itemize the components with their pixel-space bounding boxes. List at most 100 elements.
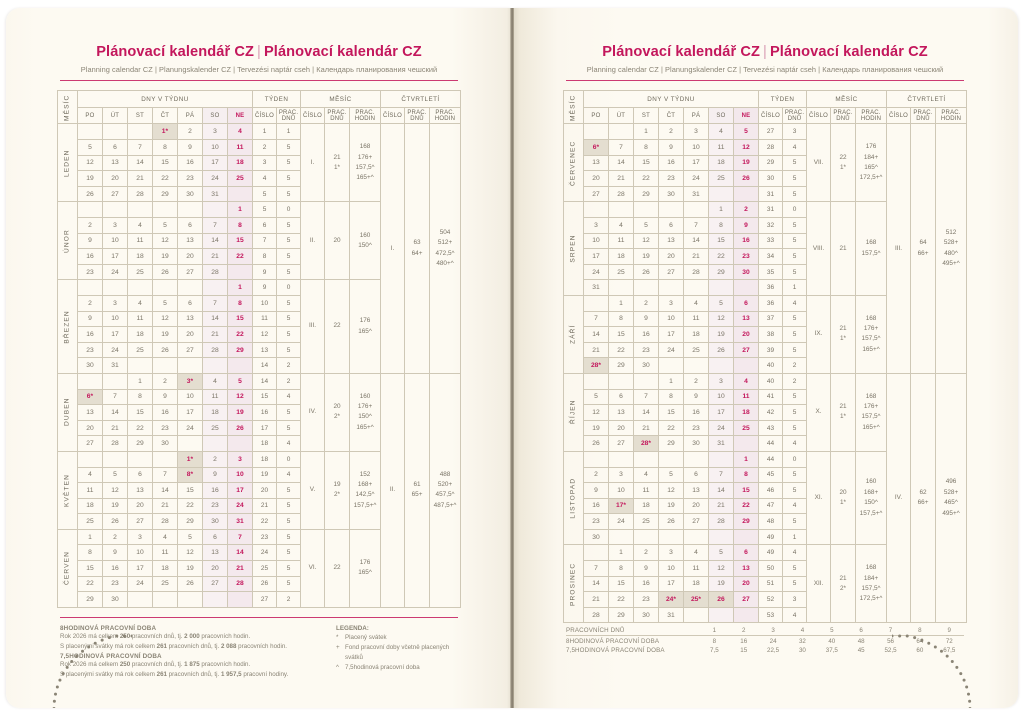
day-cell[interactable]: 13	[76, 404, 103, 421]
day-cell[interactable]: 8	[226, 217, 254, 234]
day-cell[interactable]: 6	[682, 466, 709, 484]
day-cell[interactable]: 20	[76, 419, 103, 437]
day-cell[interactable]: 27	[126, 513, 153, 530]
day-cell[interactable]: 5	[101, 466, 128, 484]
day-cell[interactable]: 26	[582, 435, 609, 452]
day-cell[interactable]: 8	[657, 388, 684, 406]
day-cell[interactable]: 24	[707, 419, 734, 437]
day-cell[interactable]: 15	[176, 482, 203, 499]
day-cell[interactable]: 27	[176, 341, 203, 359]
day-cell[interactable]: 2	[682, 372, 709, 390]
day-cell[interactable]: 22	[151, 170, 178, 187]
day-cell[interactable]: 1	[76, 528, 103, 546]
day-cell[interactable]: 1*	[176, 450, 203, 468]
day-cell[interactable]: 17	[101, 326, 128, 343]
day-cell[interactable]: 20	[732, 575, 760, 593]
day-cell[interactable]: 1	[226, 279, 254, 296]
day-cell[interactable]: 5	[176, 528, 203, 546]
day-cell[interactable]: 7	[682, 217, 709, 234]
day-cell[interactable]: 28*	[582, 357, 609, 374]
day-cell[interactable]: 13	[176, 310, 203, 328]
day-cell[interactable]: 10	[201, 139, 228, 156]
day-cell[interactable]: 28	[151, 513, 178, 530]
day-cell[interactable]: 19	[657, 497, 684, 515]
day-cell[interactable]: 3	[201, 123, 228, 141]
day-cell[interactable]: 3	[707, 372, 734, 390]
day-cell[interactable]: 16	[657, 154, 684, 172]
day-cell[interactable]: 21	[101, 419, 128, 437]
day-cell[interactable]: 14	[582, 575, 609, 593]
day-cell[interactable]: 2	[76, 294, 103, 312]
day-cell[interactable]: 4	[607, 217, 634, 234]
day-cell[interactable]: 6	[201, 528, 228, 546]
day-cell[interactable]: 12	[226, 388, 254, 406]
day-cell[interactable]: 24	[126, 575, 153, 593]
day-cell[interactable]: 28	[582, 606, 609, 624]
day-cell[interactable]: 7	[582, 560, 609, 577]
day-cell[interactable]: 12	[101, 482, 128, 499]
day-cell[interactable]: 13	[732, 560, 760, 577]
day-cell[interactable]: 27	[732, 341, 760, 359]
day-cell[interactable]: 22	[632, 170, 659, 187]
day-cell[interactable]: 7	[201, 217, 228, 234]
day-cell[interactable]: 10	[101, 232, 128, 250]
day-cell[interactable]: 1	[657, 372, 684, 390]
day-cell[interactable]: 3	[226, 450, 254, 468]
day-cell[interactable]: 3	[657, 544, 684, 562]
day-cell[interactable]: 21	[151, 497, 178, 515]
day-cell[interactable]: 21	[582, 591, 609, 608]
day-cell[interactable]: 29	[732, 513, 760, 530]
day-cell[interactable]: 9	[682, 388, 709, 406]
day-cell[interactable]: 9	[201, 466, 228, 484]
day-cell[interactable]: 5	[707, 294, 734, 312]
day-cell[interactable]: 3	[682, 123, 709, 141]
day-cell[interactable]: 15	[707, 232, 734, 250]
day-cell[interactable]: 5	[632, 217, 659, 234]
day-cell[interactable]: 2	[76, 217, 103, 234]
day-cell[interactable]: 13	[101, 154, 128, 172]
day-cell[interactable]: 23	[151, 419, 178, 437]
day-cell[interactable]: 12	[151, 232, 178, 250]
day-cell[interactable]: 27	[657, 263, 684, 281]
day-cell[interactable]: 16	[76, 248, 103, 265]
day-cell[interactable]: 27	[201, 575, 228, 593]
day-cell[interactable]: 27	[176, 263, 203, 281]
day-cell[interactable]: 5	[226, 372, 254, 390]
day-cell[interactable]: 17	[101, 248, 128, 265]
day-cell[interactable]: 29	[607, 606, 634, 624]
day-cell[interactable]: 11	[707, 139, 734, 156]
day-cell[interactable]: 4	[76, 466, 103, 484]
day-cell[interactable]: 2	[176, 123, 203, 141]
day-cell[interactable]: 18	[126, 326, 153, 343]
day-cell[interactable]: 30	[201, 513, 228, 530]
day-cell[interactable]: 22	[732, 497, 760, 515]
day-cell[interactable]: 23	[682, 419, 709, 437]
day-cell[interactable]: 10	[176, 388, 203, 406]
day-cell[interactable]: 4	[632, 466, 659, 484]
day-cell[interactable]: 28	[226, 575, 254, 593]
day-cell[interactable]: 28	[607, 185, 634, 203]
day-cell[interactable]: 9	[657, 139, 684, 156]
day-cell[interactable]: 30	[582, 528, 609, 546]
day-cell[interactable]: 4	[682, 544, 709, 562]
day-cell[interactable]: 9	[76, 310, 103, 328]
day-cell[interactable]: 12	[707, 310, 734, 328]
day-cell[interactable]: 6	[126, 466, 153, 484]
day-cell[interactable]: 11	[226, 139, 254, 156]
day-cell[interactable]: 18	[607, 248, 634, 265]
day-cell[interactable]: 26	[632, 263, 659, 281]
day-cell[interactable]: 7	[582, 310, 609, 328]
day-cell[interactable]: 4	[682, 294, 709, 312]
day-cell[interactable]: 23	[657, 170, 684, 187]
day-cell[interactable]: 14	[201, 232, 228, 250]
day-cell[interactable]: 17	[707, 404, 734, 421]
day-cell[interactable]: 22	[76, 575, 103, 593]
day-cell[interactable]: 13	[176, 232, 203, 250]
day-cell[interactable]: 4	[201, 372, 228, 390]
day-cell[interactable]: 6*	[582, 139, 609, 156]
day-cell[interactable]: 3	[582, 217, 609, 234]
day-cell[interactable]: 22	[226, 326, 254, 343]
day-cell[interactable]: 18	[732, 404, 760, 421]
day-cell[interactable]: 13	[607, 404, 634, 421]
day-cell[interactable]: 18	[707, 154, 734, 172]
